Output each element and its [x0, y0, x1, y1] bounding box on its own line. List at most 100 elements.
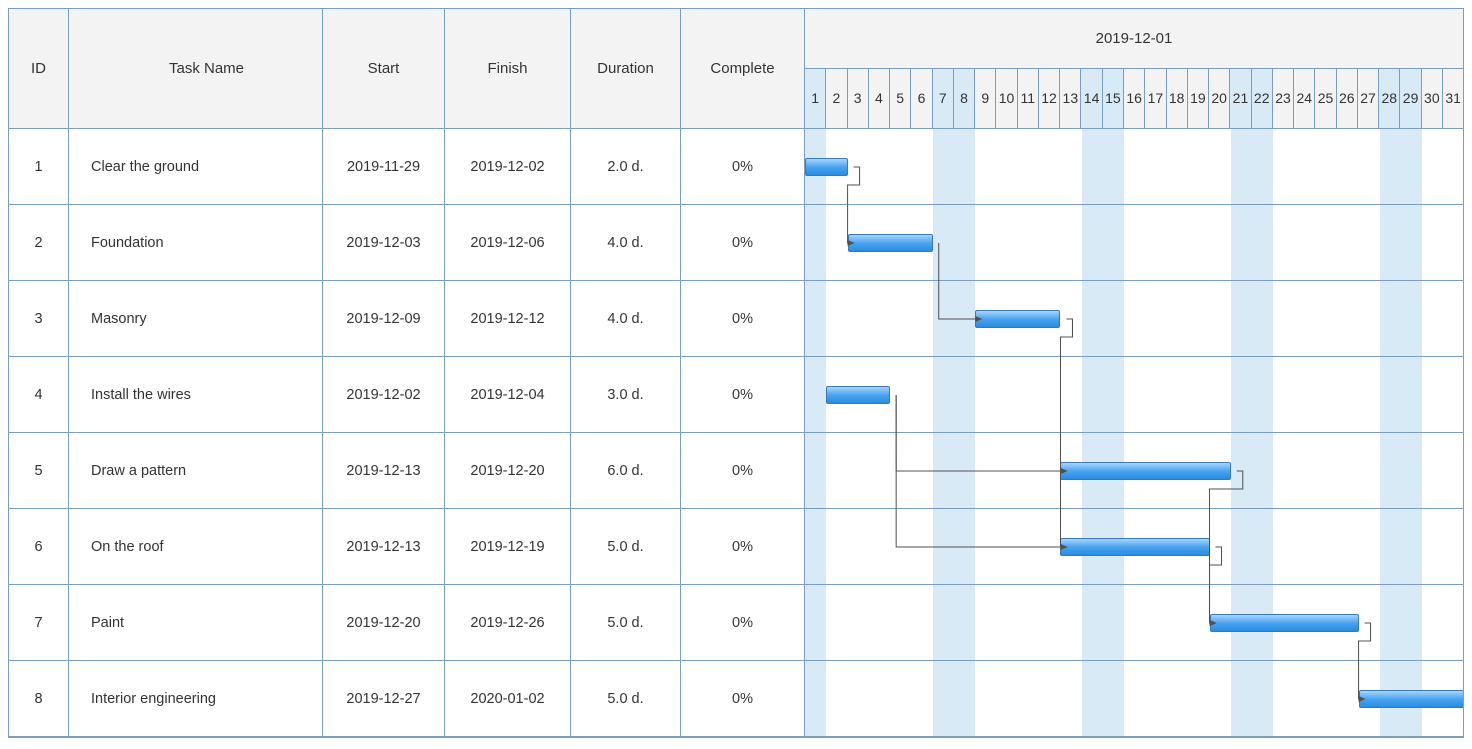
timeline-day: 23 [1273, 69, 1294, 129]
weekend-column [1252, 509, 1273, 584]
task-chart-cell [805, 281, 1463, 356]
weekend-column [1252, 661, 1273, 736]
task-start: 2019-12-27 [323, 661, 445, 736]
timeline-day: 13 [1060, 69, 1081, 129]
task-complete: 0% [681, 129, 805, 204]
timeline-day: 19 [1188, 69, 1209, 129]
weekend-column [933, 281, 954, 356]
col-header-id: ID [9, 9, 69, 128]
task-chart-cell [805, 661, 1463, 736]
weekend-column [933, 661, 954, 736]
timeline-day: 24 [1294, 69, 1315, 129]
weekend-column [1401, 433, 1422, 508]
weekend-column [1380, 205, 1401, 280]
weekend-column [933, 585, 954, 660]
timeline-days: 1234567891011121314151617181920212223242… [805, 69, 1463, 129]
gantt-bar[interactable] [1359, 690, 1463, 708]
weekend-column [805, 205, 826, 280]
gantt-bar[interactable] [975, 310, 1060, 328]
weekend-column [933, 357, 954, 432]
task-chart-cell [805, 357, 1463, 432]
weekend-column [1252, 433, 1273, 508]
timeline-title: 2019-12-01 [805, 9, 1463, 69]
task-complete: 0% [681, 281, 805, 356]
task-name: Masonry [69, 281, 323, 356]
task-duration: 5.0 d. [571, 661, 681, 736]
task-duration: 5.0 d. [571, 585, 681, 660]
task-name: Foundation [69, 205, 323, 280]
task-id: 7 [9, 585, 69, 660]
timeline-day: 18 [1167, 69, 1188, 129]
gantt-bar[interactable] [1060, 462, 1230, 480]
task-chart-cell [805, 205, 1463, 280]
weekend-column [1252, 129, 1273, 204]
task-finish: 2019-12-04 [445, 357, 571, 432]
task-complete: 0% [681, 205, 805, 280]
task-row[interactable]: 5Draw a pattern2019-12-132019-12-206.0 d… [9, 433, 1463, 509]
task-row[interactable]: 8Interior engineering2019-12-272020-01-0… [9, 661, 1463, 737]
weekend-column [933, 433, 954, 508]
gantt-bar[interactable] [826, 386, 890, 404]
weekend-column [1401, 509, 1422, 584]
weekend-column [954, 357, 975, 432]
weekend-column [1401, 129, 1422, 204]
task-id: 3 [9, 281, 69, 356]
task-name: Draw a pattern [69, 433, 323, 508]
timeline-day: 9 [975, 69, 996, 129]
weekend-column [1401, 281, 1422, 356]
weekend-column [805, 433, 826, 508]
col-header-name: Task Name [69, 9, 323, 128]
weekend-column [1401, 357, 1422, 432]
gantt-bar[interactable] [848, 234, 933, 252]
task-start: 2019-12-13 [323, 433, 445, 508]
task-id: 5 [9, 433, 69, 508]
task-row[interactable]: 6On the roof2019-12-132019-12-195.0 d.0% [9, 509, 1463, 585]
weekend-column [1252, 205, 1273, 280]
timeline-day: 30 [1422, 69, 1443, 129]
task-chart-cell [805, 433, 1463, 508]
task-start: 2019-12-02 [323, 357, 445, 432]
task-complete: 0% [681, 585, 805, 660]
gantt-rows: 1Clear the ground2019-11-292019-12-022.0… [9, 129, 1463, 737]
timeline-day: 10 [996, 69, 1017, 129]
timeline-day: 20 [1209, 69, 1230, 129]
weekend-column [954, 585, 975, 660]
weekend-column [1380, 433, 1401, 508]
task-duration: 3.0 d. [571, 357, 681, 432]
gantt-bar[interactable] [1210, 614, 1359, 632]
gantt-bar[interactable] [1060, 538, 1209, 556]
weekend-column [805, 509, 826, 584]
task-complete: 0% [681, 357, 805, 432]
task-row[interactable]: 1Clear the ground2019-11-292019-12-022.0… [9, 129, 1463, 205]
task-row[interactable]: 4Install the wires2019-12-022019-12-043.… [9, 357, 1463, 433]
task-id: 1 [9, 129, 69, 204]
task-finish: 2019-12-12 [445, 281, 571, 356]
weekend-column [1103, 129, 1124, 204]
task-row[interactable]: 2Foundation2019-12-032019-12-064.0 d.0% [9, 205, 1463, 281]
task-id: 4 [9, 357, 69, 432]
weekend-column [805, 585, 826, 660]
task-start: 2019-12-03 [323, 205, 445, 280]
task-duration: 4.0 d. [571, 205, 681, 280]
timeline-day: 2 [826, 69, 847, 129]
timeline-day: 3 [848, 69, 869, 129]
timeline-day: 6 [911, 69, 932, 129]
task-id: 6 [9, 509, 69, 584]
task-complete: 0% [681, 433, 805, 508]
task-name: Clear the ground [69, 129, 323, 204]
task-finish: 2019-12-02 [445, 129, 571, 204]
task-duration: 4.0 d. [571, 281, 681, 356]
gantt-bar[interactable] [805, 158, 848, 176]
task-finish: 2019-12-26 [445, 585, 571, 660]
weekend-column [1231, 661, 1252, 736]
weekend-column [1231, 129, 1252, 204]
task-row[interactable]: 3Masonry2019-12-092019-12-124.0 d.0% [9, 281, 1463, 357]
weekend-column [805, 281, 826, 356]
weekend-column [954, 281, 975, 356]
task-finish: 2020-01-02 [445, 661, 571, 736]
weekend-column [954, 205, 975, 280]
task-row[interactable]: 7Paint2019-12-202019-12-265.0 d.0% [9, 585, 1463, 661]
timeline-day: 14 [1081, 69, 1102, 129]
timeline-day: 25 [1315, 69, 1336, 129]
gantt-chart: ID Task Name Start Finish Duration Compl… [8, 8, 1464, 738]
